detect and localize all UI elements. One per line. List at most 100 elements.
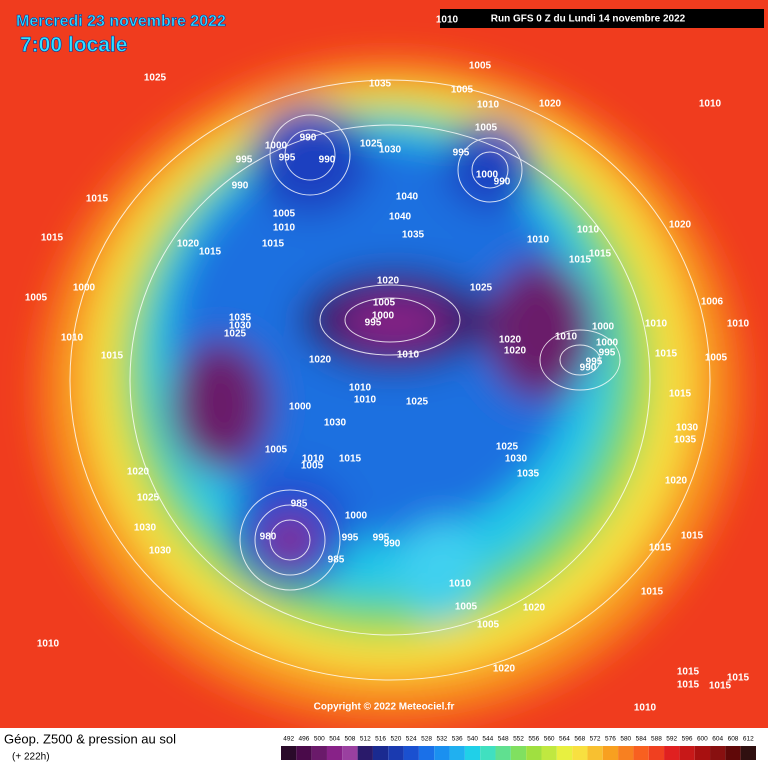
scale-swatch [679,746,695,760]
isobar-label: 1015 [86,194,109,205]
scale-swatch [449,746,465,760]
isobar-label: 1010 [727,319,750,330]
isobar-label: 1030 [676,423,699,434]
isobar-label: 1020 [493,664,516,675]
isobar-label: 1015 [649,543,672,554]
isobar-label: 1035 [402,230,425,241]
scale-swatch [740,746,756,760]
isobar-label: 995 [373,533,390,544]
scale-label: 512 [360,736,371,743]
isobar-label: 1005 [469,61,492,72]
isobar-label: 1005 [705,353,728,364]
scale-swatch [648,746,665,760]
isobar-label: 1000 [265,141,288,152]
isobar-label: 1030 [134,523,157,534]
isobar-label: 1010 [645,319,668,330]
scale-swatch [602,746,619,760]
isobar-label: 1010 [37,639,60,650]
isobar-label: 1005 [455,602,478,613]
isobar-label: 990 [384,539,401,550]
scale-swatch [495,746,511,760]
isobar-label: 1010 [577,225,600,236]
isobar-label: 1005 [25,293,48,304]
scale-label: 592 [666,736,677,743]
scale-label: 496 [299,736,310,743]
isobar-label: 1030 [149,546,172,557]
map-field [0,0,768,728]
isobar-label: 1015 [339,454,362,465]
isobar-label: 1015 [709,681,732,692]
scale-swatch [725,746,741,760]
isobar-label: 1010 [354,395,377,406]
isobar-label: 995 [342,533,359,544]
isobar-label: 990 [580,363,597,374]
isobar-label: 1010 [699,99,722,110]
isobar-label: 1015 [41,233,64,244]
scale-swatch [694,746,711,760]
isobar-label: 1020 [523,603,546,614]
scale-label: 516 [375,736,386,743]
isobar-label: 1035 [369,79,392,90]
scale-label: 504 [329,736,340,743]
isobar-label: 995 [365,318,382,329]
isobar-label: 1020 [127,467,150,478]
scale-label: 568 [574,736,585,743]
scale-swatch [572,746,588,760]
isobar-label: 1010 [436,15,459,26]
scale-label: 580 [620,736,631,743]
isobar-label: 1015 [589,249,612,260]
scale-label: 524 [406,736,417,743]
scale-label: 492 [283,736,294,743]
scale-label: 556 [528,736,539,743]
isobar-label: 985 [328,555,345,566]
isobar-label: 1000 [476,170,499,181]
isobar-label: 990 [494,177,511,188]
date-title: Mercredi 23 novembre 2022 [16,13,226,30]
scale-swatch [510,746,527,760]
isobar-label: 1025 [360,139,383,150]
isobar-label: 1010 [527,235,550,246]
scale-label: 536 [452,736,463,743]
isobar-label: 1005 [477,620,500,631]
isobar-label: 1010 [273,223,296,234]
isobar-label: 1015 [677,667,700,678]
scale-swatch [541,746,557,760]
scale-label: 552 [513,736,524,743]
scale-label: 612 [743,736,754,743]
isobar-label: 1030 [379,145,402,156]
isobar-label: 1020 [669,220,692,231]
isobar-label: 1015 [655,349,678,360]
scale-label: 600 [697,736,708,743]
isobar-label: 1010 [302,454,325,465]
isobar-label: 1020 [499,335,522,346]
isobar-label: 1005 [301,461,324,472]
isobar-label: 995 [586,357,603,368]
scale-label: 608 [728,736,739,743]
isobar-label: 995 [453,148,470,159]
scale-swatch [372,746,389,760]
scale-label: 540 [467,736,478,743]
scale-swatch [633,746,649,760]
scale-swatch [311,746,327,760]
isobar-label: 1020 [665,476,688,487]
scale-swatch [357,746,373,760]
isobar-label: 1035 [517,469,540,480]
isobar-label: 1025 [144,73,167,84]
isobar-label: 1030 [505,454,528,465]
scale-label: 528 [421,736,432,743]
isobar-label: 1015 [101,351,124,362]
isobar-label: 1030 [324,418,347,429]
isobar-label: 1000 [372,311,395,322]
isobar-label: 1030 [229,321,252,332]
scale-swatch [480,746,496,760]
isobar-label: 1035 [229,313,252,324]
scale-swatch [526,746,542,760]
scale-swatch [434,746,450,760]
isobar-label: 1015 [727,673,750,684]
copyright: Copyright © 2022 Meteociel.fr [314,702,455,713]
scale-swatch [388,746,404,760]
isobar-label: 1010 [555,332,578,343]
isobar-label: 995 [236,155,253,166]
isobar-label: 1040 [389,212,412,223]
isobar-label: 1000 [345,511,368,522]
